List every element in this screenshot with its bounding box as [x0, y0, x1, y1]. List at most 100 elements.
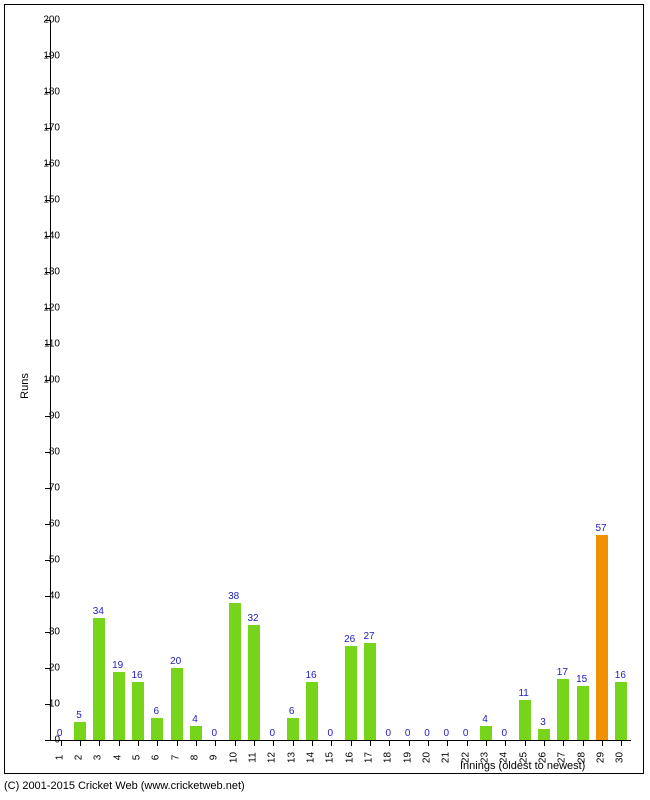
x-tick-label: 11: [248, 750, 259, 766]
x-tick: [505, 740, 506, 746]
y-tick-label: 70: [49, 483, 60, 494]
y-tick-label: 150: [43, 195, 60, 206]
chart-bar: [248, 625, 260, 740]
x-tick: [235, 740, 236, 746]
x-tick: [583, 740, 584, 746]
y-tick-label: 20: [49, 663, 60, 674]
bar-value-label: 32: [247, 613, 258, 624]
x-tick: [196, 740, 197, 746]
x-tick-label: 8: [190, 750, 201, 766]
bar-value-label: 16: [131, 670, 142, 681]
x-tick-label: 5: [132, 750, 143, 766]
bar-value-label: 5: [76, 710, 82, 721]
x-tick: [177, 740, 178, 746]
y-tick-label: 200: [43, 15, 60, 26]
bar-value-label: 27: [363, 631, 374, 642]
bar-value-label: 3: [540, 717, 546, 728]
x-tick-label: 18: [383, 750, 394, 766]
x-tick-label: 20: [422, 750, 433, 766]
y-tick-label: 60: [49, 519, 60, 530]
x-tick: [525, 740, 526, 746]
x-tick: [486, 740, 487, 746]
x-tick: [138, 740, 139, 746]
y-tick-label: 140: [43, 231, 60, 242]
x-tick: [331, 740, 332, 746]
bar-value-label: 0: [444, 728, 450, 739]
bar-value-label: 0: [328, 728, 334, 739]
x-tick: [157, 740, 158, 746]
x-tick: [254, 740, 255, 746]
bar-value-label: 0: [57, 728, 63, 739]
x-tick-label: 2: [74, 750, 85, 766]
x-tick-label: 30: [615, 750, 626, 766]
bar-value-label: 57: [595, 523, 606, 534]
bar-value-label: 34: [93, 606, 104, 617]
bar-value-label: 4: [482, 714, 488, 725]
x-tick: [621, 740, 622, 746]
bar-value-label: 4: [192, 714, 198, 725]
x-tick: [351, 740, 352, 746]
x-axis-title: Innings (oldest to newest): [460, 760, 585, 772]
bar-value-label: 26: [344, 634, 355, 645]
chart-bar: [306, 682, 318, 740]
x-tick-label: 1: [54, 750, 65, 766]
x-tick-label: 7: [170, 750, 181, 766]
x-tick: [215, 740, 216, 746]
chart-bar: [577, 686, 589, 740]
chart-bar: [190, 726, 202, 740]
x-tick: [80, 740, 81, 746]
x-tick: [273, 740, 274, 746]
x-tick: [119, 740, 120, 746]
x-tick: [99, 740, 100, 746]
x-tick: [428, 740, 429, 746]
x-tick: [389, 740, 390, 746]
x-tick: [563, 740, 564, 746]
x-tick: [293, 740, 294, 746]
chart-bar: [596, 535, 608, 740]
y-tick-label: 110: [44, 339, 60, 350]
bar-value-label: 6: [154, 706, 160, 717]
x-tick-label: 14: [306, 750, 317, 766]
chart-bar: [171, 668, 183, 740]
x-tick: [370, 740, 371, 746]
bar-value-label: 0: [212, 728, 218, 739]
bar-value-label: 38: [228, 591, 239, 602]
bar-value-label: 0: [463, 728, 469, 739]
x-tick-label: 19: [402, 750, 413, 766]
chart-bar: [480, 726, 492, 740]
chart-bar: [538, 729, 550, 740]
y-tick-label: 80: [49, 447, 60, 458]
x-tick-label: 21: [441, 750, 452, 766]
chart-bar: [519, 700, 531, 740]
bar-value-label: 20: [170, 656, 181, 667]
bar-value-label: 15: [576, 674, 587, 685]
chart-bar: [132, 682, 144, 740]
x-tick-label: 4: [112, 750, 123, 766]
bar-value-label: 6: [289, 706, 295, 717]
bar-value-label: 16: [615, 670, 626, 681]
x-tick-label: 16: [344, 750, 355, 766]
bar-value-label: 16: [305, 670, 316, 681]
y-tick-label: 130: [43, 267, 60, 278]
x-tick: [544, 740, 545, 746]
x-tick: [447, 740, 448, 746]
y-tick-label: 50: [49, 555, 60, 566]
x-tick: [467, 740, 468, 746]
chart-bar: [93, 618, 105, 740]
bar-value-label: 17: [557, 667, 568, 678]
chart-bar: [229, 603, 241, 740]
chart-bar: [287, 718, 299, 740]
y-axis-title: Runs: [19, 373, 31, 399]
copyright-text: (C) 2001-2015 Cricket Web (www.cricketwe…: [4, 780, 245, 792]
chart-container: 0102030405060708090100110120130140150160…: [0, 0, 650, 800]
y-tick-label: 120: [43, 303, 60, 314]
bar-value-label: 0: [502, 728, 508, 739]
y-tick-label: 30: [49, 627, 60, 638]
y-tick-label: 180: [43, 87, 60, 98]
x-tick-label: 13: [286, 750, 297, 766]
bar-value-label: 0: [386, 728, 392, 739]
plot-area: [50, 20, 631, 741]
x-tick-label: 15: [325, 750, 336, 766]
x-tick: [602, 740, 603, 746]
chart-bar: [345, 646, 357, 740]
